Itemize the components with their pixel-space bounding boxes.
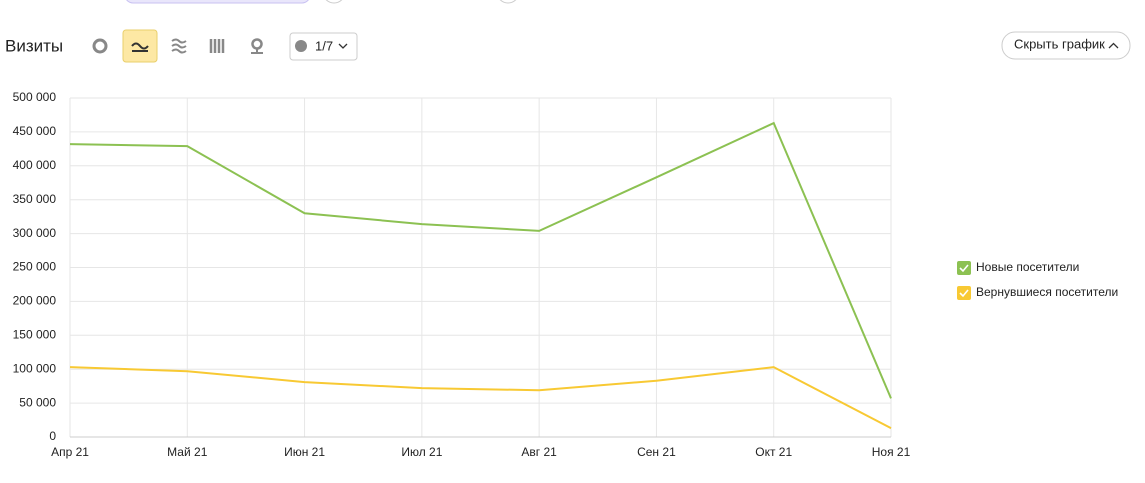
hide-chart-button[interactable] <box>1001 31 1131 60</box>
hide-chart-label[interactable]: Скрыть график <box>1014 36 1105 51</box>
top-circle[interactable] <box>323 0 345 4</box>
top-pill[interactable] <box>125 0 310 4</box>
comments-button[interactable] <box>289 32 358 61</box>
x-tick-label: Май 21 <box>167 445 208 459</box>
legend-check <box>959 289 969 298</box>
y-tick-label: 50 000 <box>19 395 56 409</box>
line-button[interactable] <box>122 29 158 63</box>
y-tick-label: 150 000 <box>13 327 57 341</box>
legend-checkbox[interactable] <box>957 286 971 300</box>
x-tick-label: Апр 21 <box>51 445 89 459</box>
y-tick-label: 0 <box>49 429 56 443</box>
y-tick-label: 500 000 <box>13 90 57 104</box>
series-line <box>69 121 892 399</box>
y-tick-label: 400 000 <box>13 158 57 172</box>
y-tick-label: 250 000 <box>13 260 57 274</box>
chart: 0 50 000 100 000 150 000 200 000 250 000 300 0… <box>13 90 1119 459</box>
legend-check <box>959 264 969 273</box>
top-circle[interactable] <box>497 0 519 4</box>
map-button[interactable] <box>251 38 263 55</box>
area-button[interactable] <box>171 38 187 54</box>
legend-checkbox[interactable] <box>957 261 971 275</box>
y-tick-label: 200 000 <box>13 294 57 308</box>
bar-button[interactable] <box>209 39 225 53</box>
pie-button[interactable] <box>92 38 108 54</box>
series-line <box>69 366 892 430</box>
comments-label: 1/7 <box>315 38 333 53</box>
legend-item[interactable]: Вернувшиеся посетители <box>957 285 1118 300</box>
x-tick-label: Июн 21 <box>284 445 325 459</box>
y-tick-label: 450 000 <box>13 124 57 138</box>
legend-label[interactable]: Новые посетители <box>976 260 1079 274</box>
legend-label[interactable]: Вернувшиеся посетители <box>976 285 1118 299</box>
x-tick-label: Окт 21 <box>755 445 792 459</box>
x-tick-label: Сен 21 <box>637 445 676 459</box>
y-tick-label: 350 000 <box>13 192 57 206</box>
x-tick-label: Ноя 21 <box>872 445 911 459</box>
section-title: Визиты <box>5 36 63 55</box>
x-tick-label: Авг 21 <box>521 445 557 459</box>
x-tick-label: Июл 21 <box>401 445 442 459</box>
legend-item[interactable]: Новые посетители <box>957 260 1079 275</box>
y-tick-label: 100 000 <box>13 361 57 375</box>
y-tick-label: 300 000 <box>13 226 57 240</box>
